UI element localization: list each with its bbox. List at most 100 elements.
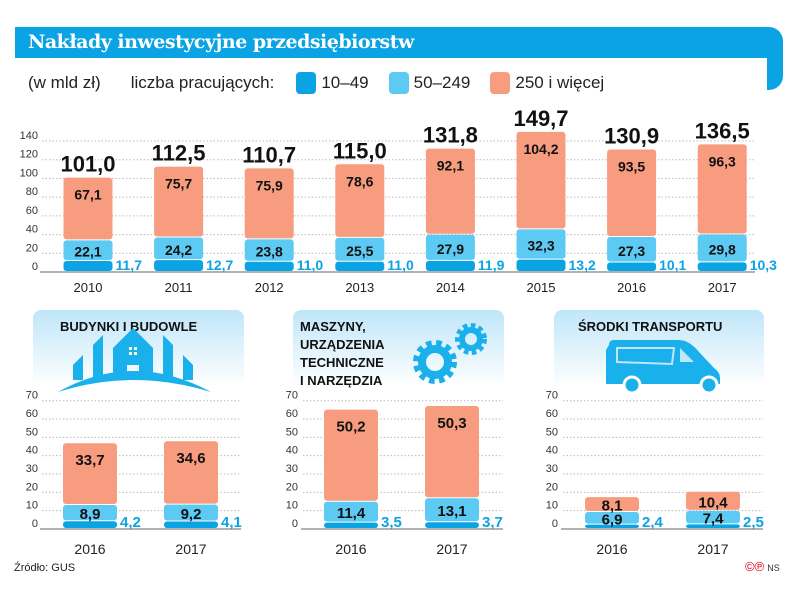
bar-segment-0	[164, 521, 218, 528]
bar-segment-2	[425, 406, 479, 498]
total-label: 149,7	[513, 106, 568, 131]
x-tick-label: 2014	[436, 280, 465, 295]
data-label: 7,4	[703, 511, 725, 528]
bar-segment-1	[425, 498, 479, 522]
bar-segment-2	[686, 491, 740, 510]
x-tick-label: 2016	[74, 541, 105, 557]
legend-swatch	[296, 72, 317, 94]
y-tick-label: 40	[286, 445, 298, 457]
data-label: 27,9	[437, 241, 464, 257]
y-tick-label: 10	[286, 500, 298, 512]
data-label-10-49: 13,2	[569, 257, 596, 273]
data-label: 10,4	[698, 494, 728, 511]
total-label: 110,7	[242, 142, 296, 167]
y-tick-label: 20	[546, 481, 558, 493]
bar-segment-0	[244, 261, 294, 271]
legend-item-250-plus: 250 i więcej	[490, 72, 604, 94]
bar-segment-1	[686, 510, 740, 524]
panel-header-buildings: BUDYNKI I BUDOWLE	[33, 310, 244, 395]
total-label: 112,5	[152, 141, 206, 166]
y-tick-label: 30	[546, 463, 558, 475]
data-label: 50,3	[437, 415, 466, 432]
bar-segment-2	[63, 443, 117, 504]
y-tick-label: 70	[546, 390, 558, 402]
legend-item-10-49: 10–49	[296, 72, 369, 94]
data-label-10-49: 12,7	[206, 257, 233, 273]
total-label: 136,5	[695, 118, 750, 143]
data-label-10-49: 11,0	[387, 257, 414, 273]
bar-segment-2	[585, 497, 639, 511]
data-label: 96,3	[709, 153, 736, 169]
y-tick-label: 0	[32, 518, 38, 530]
y-tick-label: 120	[20, 149, 38, 161]
total-label: 101,0	[60, 152, 115, 177]
data-label: 11,4	[337, 505, 366, 522]
x-tick-label: 2016	[596, 541, 627, 557]
data-label-10-49: 3,7	[482, 514, 503, 531]
bar-segment-1	[607, 237, 657, 262]
y-tick-label: 20	[26, 242, 38, 254]
x-tick-label: 2017	[708, 280, 737, 295]
bar-segment-0	[697, 262, 747, 271]
bar-segment-0	[686, 524, 740, 528]
title-banner	[15, 27, 783, 58]
x-tick-label: 2012	[255, 280, 284, 295]
data-label: 29,8	[709, 241, 736, 257]
data-label: 25,5	[346, 243, 373, 259]
title-banner-tail	[767, 58, 783, 90]
legend-label: liczba pracujących:	[130, 73, 275, 92]
y-tick-label: 40	[26, 445, 38, 457]
data-label-10-49: 3,5	[381, 514, 402, 531]
bar-segment-0	[516, 259, 566, 271]
chart-title: Nakłady inwestycyjne przedsiębiorstw	[28, 31, 414, 53]
data-label-10-49: 11,7	[116, 257, 143, 273]
source: Źródło: GUS	[14, 562, 76, 574]
y-tick-label: 100	[20, 167, 38, 179]
bar-segment-1	[425, 234, 475, 260]
data-label-10-49: 10,3	[750, 257, 777, 273]
bar-segment-0	[154, 260, 204, 271]
buildings-icon	[58, 328, 211, 392]
data-label-10-49: 11,0	[297, 257, 324, 273]
y-tick-label: 30	[286, 463, 298, 475]
y-tick-label: 60	[26, 205, 38, 217]
bar-segment-0	[63, 261, 113, 271]
data-label: 9,2	[181, 506, 202, 523]
bar-segment-2	[425, 148, 475, 234]
legend: (w mld zł) liczba pracujących: 10–49 50–…	[28, 72, 624, 94]
x-tick-label: 2017	[436, 541, 467, 557]
y-tick-label: 0	[292, 518, 298, 530]
data-label: 67,1	[74, 187, 101, 203]
y-tick-label: 70	[286, 390, 298, 402]
y-tick-label: 20	[26, 481, 38, 493]
y-tick-label: 80	[26, 186, 38, 198]
data-label: 8,9	[80, 506, 101, 523]
bar-segment-1	[585, 511, 639, 524]
logo: ©℗ NS	[745, 559, 780, 574]
data-label: 75,9	[256, 177, 283, 193]
data-label: 34,6	[176, 450, 205, 467]
data-label-10-49: 2,4	[642, 514, 664, 531]
y-tick-label: 20	[286, 481, 298, 493]
data-label: 78,6	[346, 173, 373, 189]
data-label: 8,1	[602, 498, 623, 515]
bar-segment-2	[697, 144, 747, 234]
bar-segment-1	[154, 237, 204, 260]
total-label: 130,9	[604, 124, 659, 149]
data-label: 6,9	[602, 511, 623, 528]
gears-icon	[413, 323, 487, 384]
x-tick-label: 2010	[74, 280, 103, 295]
bar-segment-1	[324, 501, 378, 522]
data-label: 33,7	[75, 452, 104, 469]
data-label: 93,5	[618, 159, 645, 175]
bar-segment-1	[63, 240, 113, 261]
y-tick-label: 60	[26, 408, 38, 420]
y-tick-label: 10	[26, 500, 38, 512]
bar-segment-0	[63, 521, 117, 528]
legend-swatch	[490, 72, 511, 94]
data-label: 104,2	[523, 141, 558, 157]
y-tick-label: 50	[546, 426, 558, 438]
bar-segment-0	[335, 261, 385, 271]
x-tick-label: 2016	[617, 280, 646, 295]
legend-item-50-249: 50–249	[388, 72, 470, 94]
